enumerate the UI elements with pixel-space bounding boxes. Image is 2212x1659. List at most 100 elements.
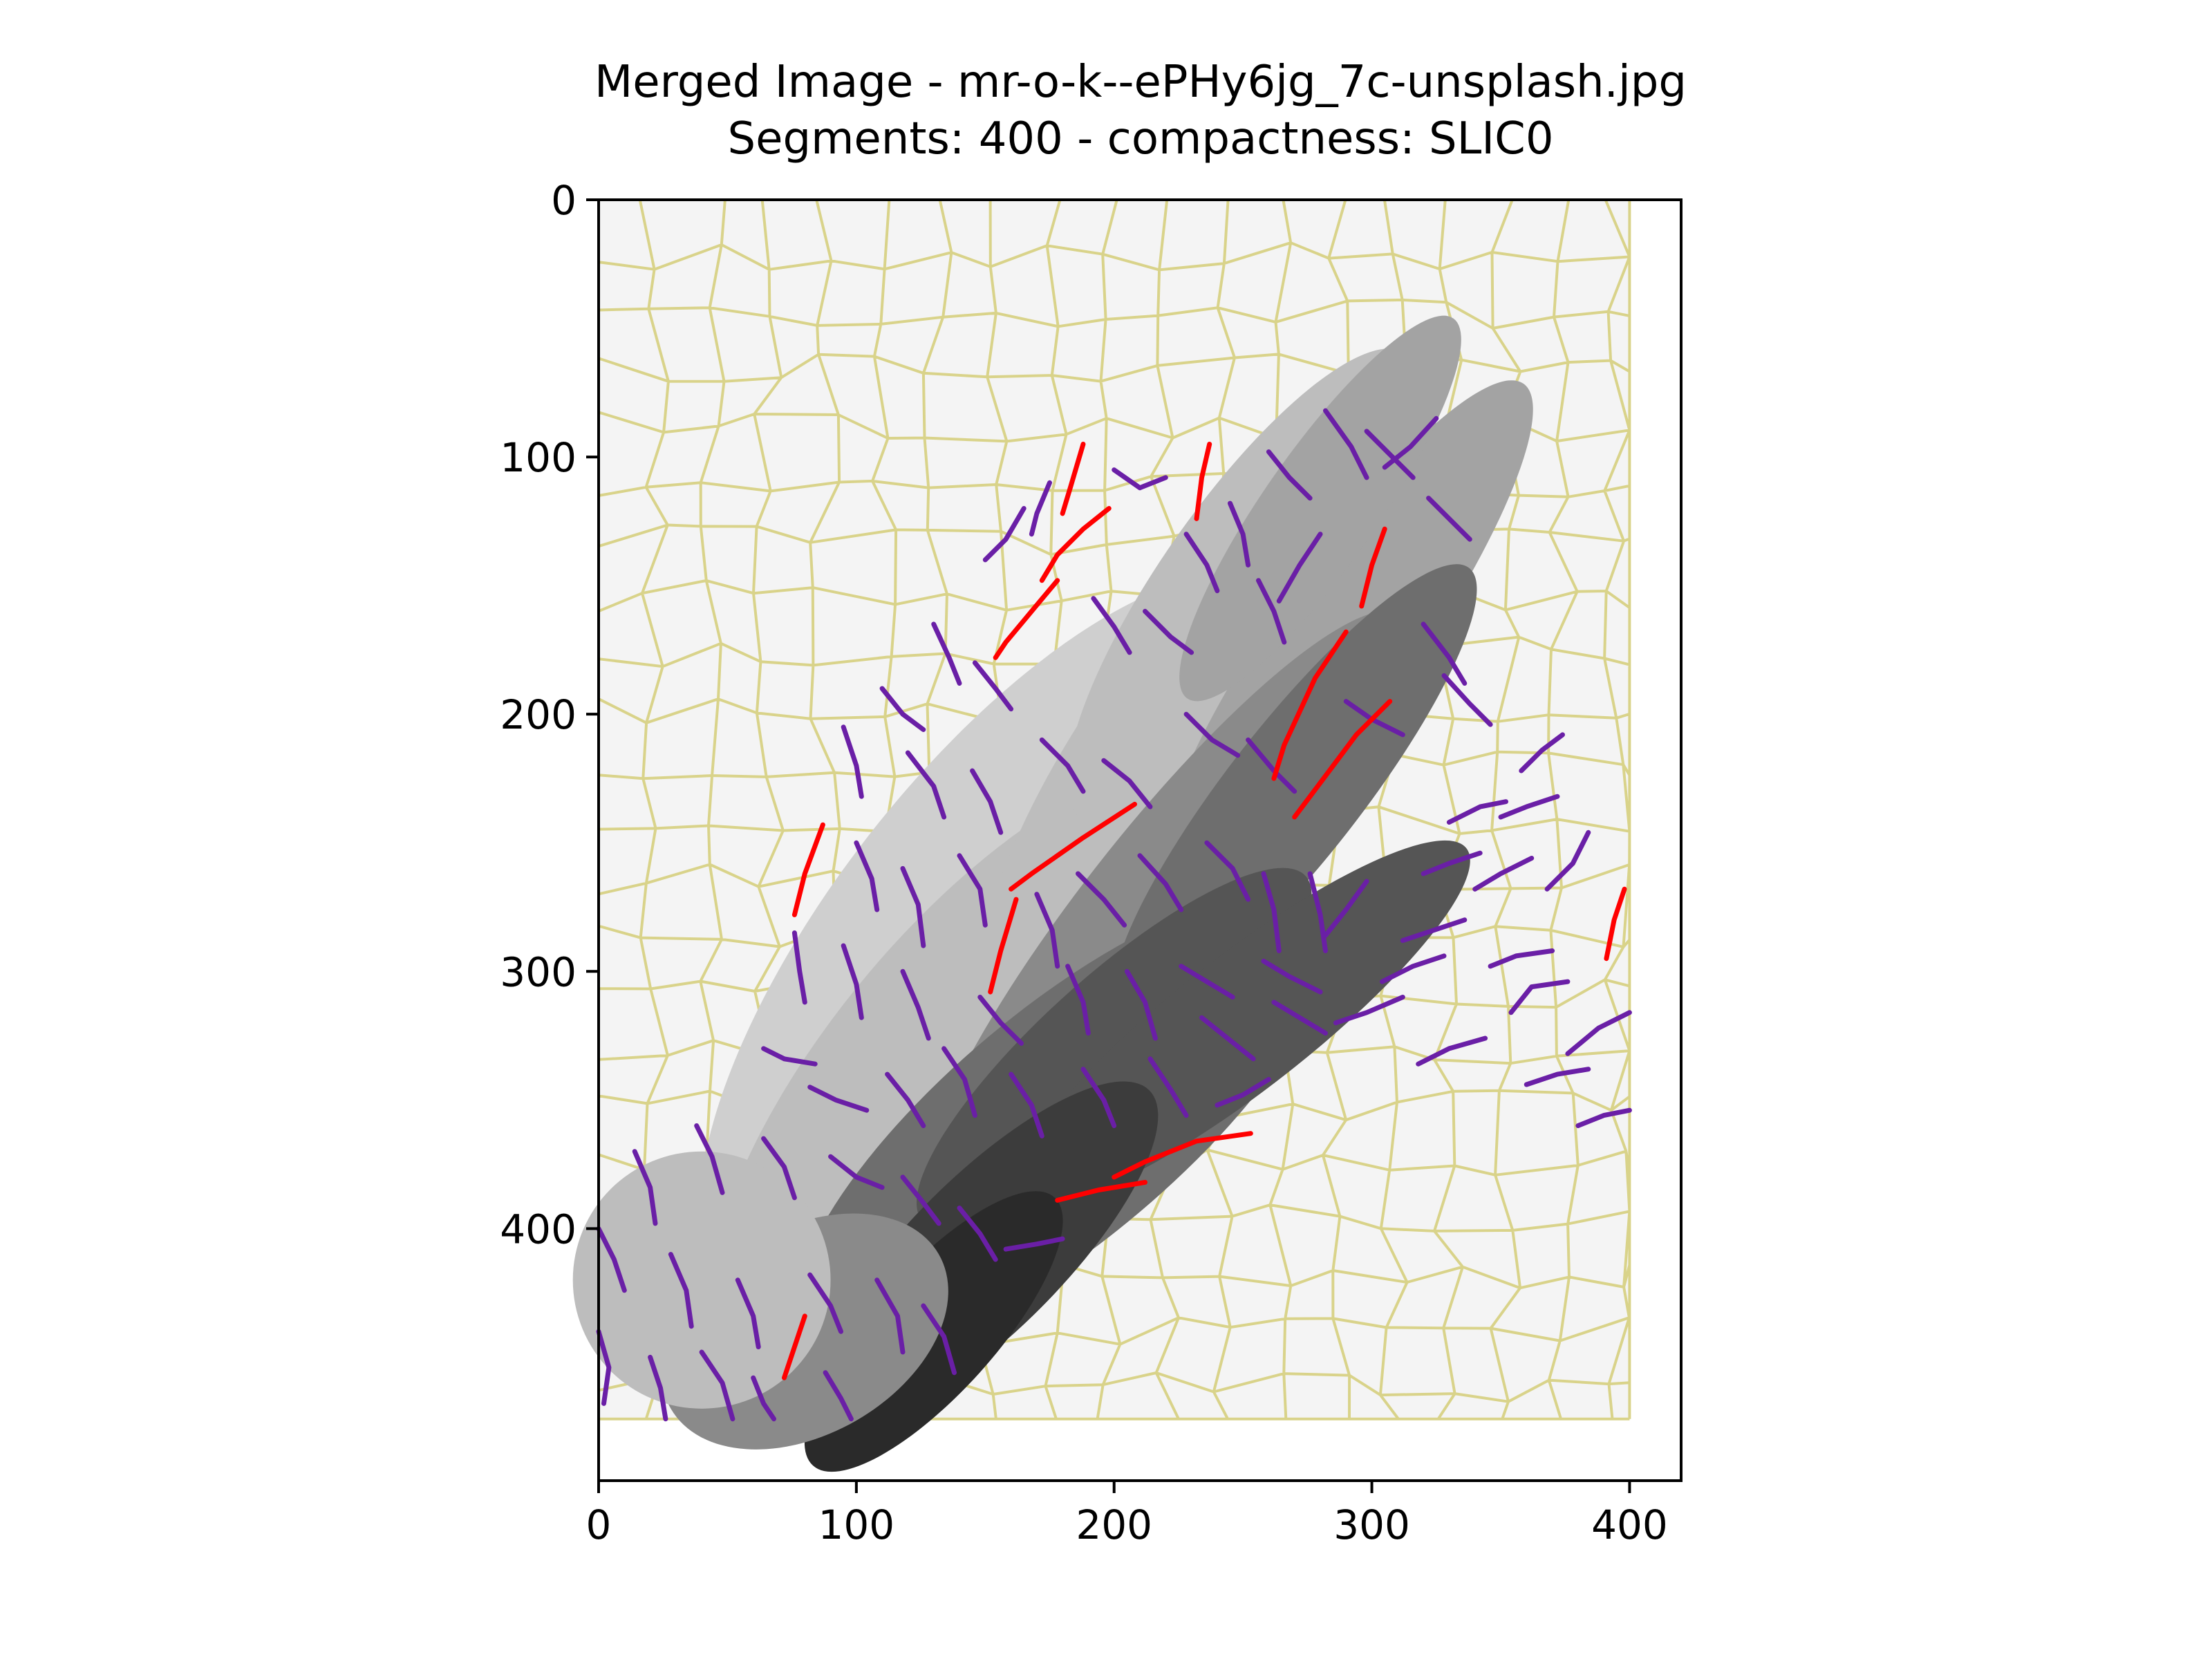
purple-contour-line	[1256, 578, 1287, 645]
purple-contour-line	[1382, 415, 1439, 470]
purple-contour-line	[735, 1277, 761, 1349]
purple-contour-line	[1261, 871, 1282, 953]
red-contour-line	[1060, 442, 1086, 516]
purple-contour-line	[874, 1277, 906, 1355]
purple-contour-line	[1039, 737, 1086, 794]
purple-contour-line	[972, 660, 1014, 712]
y-tick-label: 300	[500, 948, 577, 995]
purple-contour-line	[823, 1370, 854, 1422]
purple-contour-line	[941, 1046, 977, 1118]
purple-contour-line	[854, 840, 880, 912]
purple-contour-line	[921, 1303, 957, 1376]
purple-contour-line	[1544, 830, 1591, 892]
purple-contour-line	[761, 1136, 797, 1201]
purple-contour-line	[1333, 995, 1405, 1026]
purple-contour-line	[1519, 732, 1565, 774]
purple-contour-line	[900, 865, 926, 948]
chart-title-line1: Merged Image - mr-o-k--ePHy6jg_7c-unspla…	[594, 57, 1687, 108]
plot-area	[572, 198, 1683, 1482]
purple-contour-line	[1472, 856, 1535, 892]
hand-segment-blob	[1179, 315, 1461, 702]
purple-contour-line	[761, 1046, 818, 1067]
purple-contour-line	[1215, 1077, 1271, 1108]
purple-contour-line	[1276, 532, 1323, 603]
red-contour-line	[1271, 629, 1349, 781]
purple-contour-line	[1228, 500, 1251, 568]
purple-contour-line	[807, 1085, 870, 1113]
purple-contour-line	[1416, 1035, 1488, 1067]
purple-contour-line	[1498, 794, 1560, 820]
x-tick-label: 300	[1333, 1501, 1410, 1548]
purple-contour-line	[905, 750, 947, 820]
purple-contour-line	[1034, 892, 1060, 969]
purple-contour-line	[1266, 449, 1313, 501]
y-tick-label: 0	[551, 177, 577, 224]
red-contour-line	[1604, 886, 1627, 962]
x-tick-label: 0	[586, 1501, 612, 1548]
purple-contour-line	[970, 768, 1004, 835]
purple-contour-line	[596, 1329, 612, 1406]
axes-frame	[597, 198, 1683, 1482]
purple-contour-line	[1204, 840, 1251, 902]
purple-contour-line	[1147, 1056, 1189, 1118]
purple-contour-line	[1307, 871, 1328, 953]
red-contour-line	[1009, 801, 1137, 892]
purple-contour-line	[1271, 1000, 1328, 1036]
purple-contour-line	[1441, 673, 1493, 727]
red-contour-line	[1359, 526, 1387, 609]
purple-contour-line	[1261, 958, 1323, 995]
red-contour-line	[993, 578, 1060, 660]
purple-contour-line	[1076, 871, 1127, 928]
red-contour-line	[1039, 506, 1112, 583]
purple-contour-line	[1143, 608, 1194, 655]
purple-contour-line	[1065, 964, 1091, 1036]
purple-contour-line	[1112, 467, 1168, 491]
red-contours	[782, 442, 1627, 1380]
purple-contour-line	[1009, 1071, 1044, 1138]
purple-contour-line	[1421, 621, 1468, 686]
purple-contours	[596, 408, 1632, 1422]
x-tick-label: 400	[1591, 1501, 1668, 1548]
purple-contour-line	[807, 1272, 843, 1334]
purple-contour-line	[1565, 1010, 1632, 1056]
purple-contour-line	[1199, 1015, 1256, 1062]
purple-contour-line	[900, 968, 931, 1041]
purple-contour-line	[1446, 799, 1508, 825]
red-contour-line	[782, 1313, 807, 1380]
purple-contour-line	[1029, 480, 1052, 537]
purple-contour-line	[791, 930, 807, 1005]
purple-contour-line	[900, 1174, 941, 1226]
chart-title-line2: Segments: 400 - compactness: SLIC0	[727, 113, 1553, 165]
purple-contour-line	[1080, 1067, 1117, 1128]
purple-contour-line	[841, 724, 864, 799]
purple-contour-line	[1179, 964, 1235, 1000]
purple-contour-line	[957, 853, 988, 928]
purple-contour-line	[1137, 853, 1184, 912]
purple-contour-line	[1364, 429, 1416, 480]
purple-contour-line	[1524, 1067, 1591, 1087]
x-tick-label: 100	[818, 1501, 894, 1548]
purple-contour-line	[1508, 979, 1571, 1015]
purple-contour-line	[1426, 496, 1472, 542]
purple-contour-line	[668, 1252, 694, 1329]
y-tick-label: 100	[500, 434, 577, 481]
red-contour-line	[1112, 1131, 1253, 1180]
purple-contour-line	[1003, 1236, 1065, 1252]
purple-contour-line	[828, 1154, 885, 1190]
purple-contour-line	[982, 506, 1027, 563]
purple-contour-line	[699, 1349, 735, 1422]
purple-contour-line	[694, 1123, 725, 1195]
red-contour-line	[988, 897, 1019, 995]
purple-contour-line	[1183, 532, 1220, 594]
red-contour-line	[1194, 442, 1212, 521]
purple-contour-line	[1380, 953, 1447, 984]
purple-contour-line	[1091, 596, 1132, 655]
purple-contour-line	[648, 1354, 668, 1422]
purple-contour-line	[1400, 917, 1468, 944]
hand-segment-blob	[572, 1151, 831, 1409]
purple-contour-line	[957, 1206, 998, 1262]
purple-contour-line	[1101, 758, 1153, 809]
red-contour-line	[1055, 1179, 1147, 1203]
y-tick-label: 400	[500, 1206, 577, 1253]
